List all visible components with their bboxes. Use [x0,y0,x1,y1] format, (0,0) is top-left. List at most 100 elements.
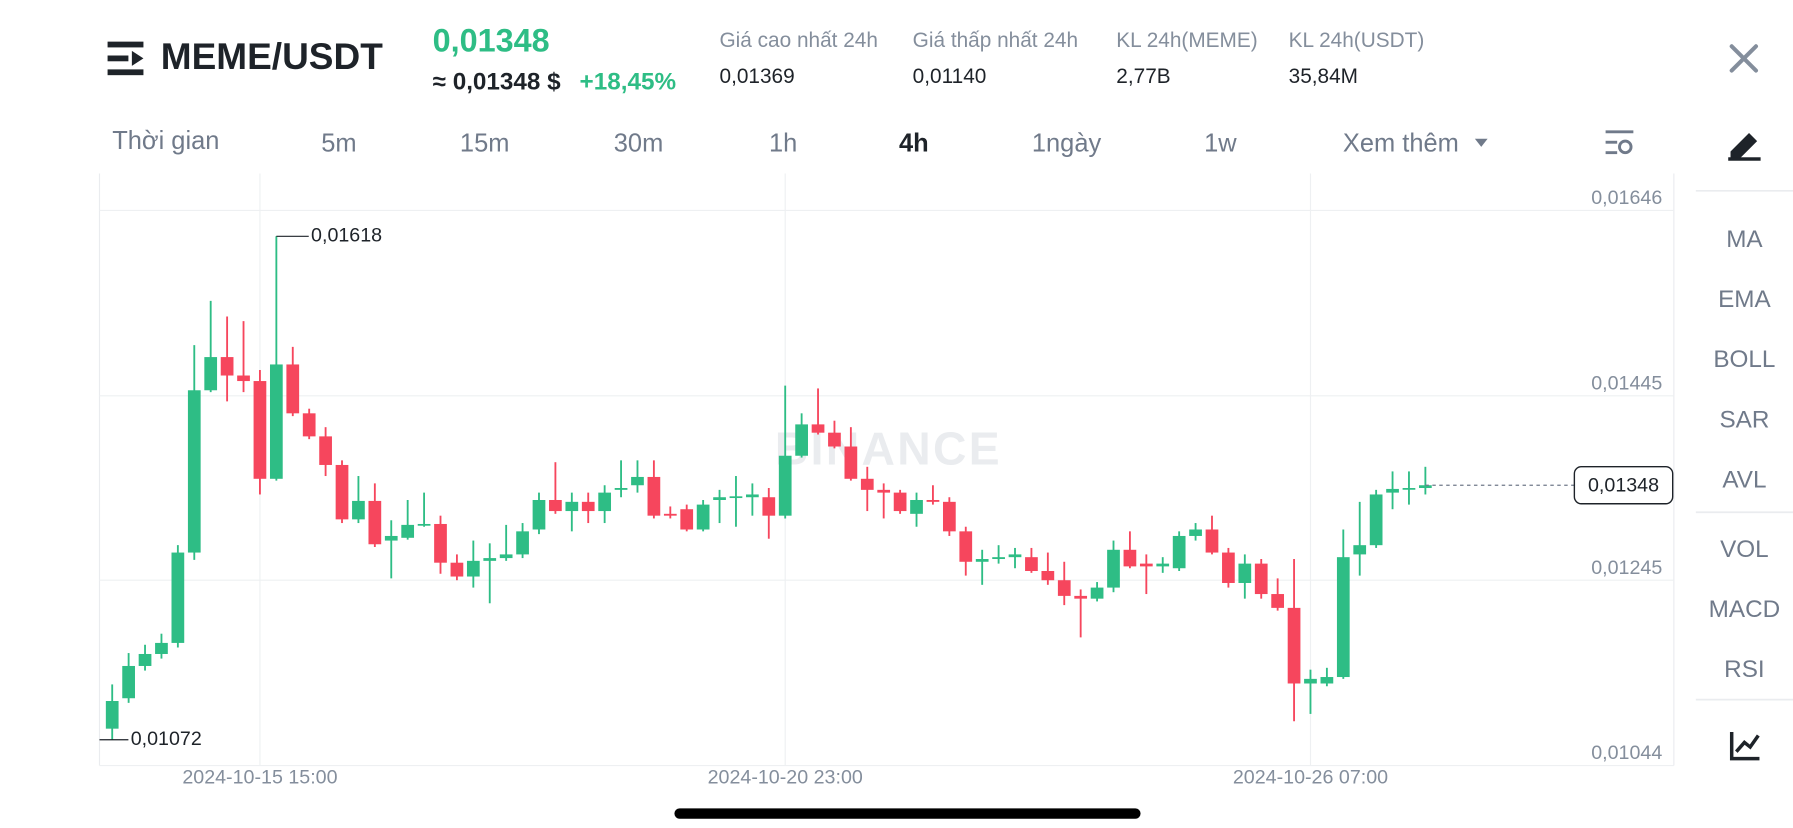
candle-body [746,494,759,498]
stat-label: KL 24h(USDT) [1289,29,1425,52]
timeframe-tab[interactable]: 1h [769,129,797,157]
time-label: Thời gian [112,127,219,155]
stat-value: 2,77B [1116,65,1170,88]
candle-body [155,642,168,654]
indicator-button[interactable]: RSI [1724,656,1764,683]
candle-body [319,436,332,465]
close-icon[interactable] [1729,44,1759,73]
candle-body [1386,488,1399,493]
candle-body [877,489,891,493]
timeframe-tab[interactable]: 1ngày [1032,129,1102,157]
more-caret[interactable] [1474,138,1488,147]
candle-body [1238,563,1252,583]
candle-body [253,381,267,479]
candle-body [1074,595,1088,599]
stat-value: 0,01140 [913,65,987,88]
x-tick-label: 2024-10-20 23:00 [708,766,863,788]
candle-body [384,535,398,541]
pencil [1730,132,1758,160]
candle-body [1107,549,1120,588]
candle-body [286,364,300,414]
candle-body [1369,494,1383,546]
candle-body [811,424,825,433]
candle-body [1353,545,1367,555]
candle-body [942,501,956,532]
candle-body [910,499,923,514]
candle-body [713,497,726,500]
annotation-label: 0,01618 [311,224,382,246]
candle-body [1008,554,1022,558]
timeframe-tab[interactable]: 4h [899,129,929,157]
candle-body [680,509,694,530]
candle-body [122,665,135,699]
draw-icon[interactable] [1728,132,1761,161]
home-indicator [674,808,1141,819]
approx-price: ≈ 0,01348 $ [433,69,562,96]
candle-body [1172,535,1186,569]
candle-body [1336,557,1350,678]
candle-body [401,524,415,538]
last-price-box [1573,466,1674,505]
timeframe-tab[interactable]: 5m [321,129,356,157]
menu-icon[interactable] [107,41,144,76]
price-change: +18,45% [580,69,676,96]
more-tab[interactable]: Xem thêm [1343,129,1459,157]
candle-body [335,464,349,520]
candle-body [1222,552,1235,583]
candle-body [992,557,1005,560]
settings-gear [1618,139,1633,155]
timeframe-tab[interactable]: 15m [460,129,509,157]
y-tick-label: 0,01044 [1591,742,1662,764]
timeframe-tab[interactable]: 1w [1204,129,1237,157]
timeframe-tabs: Thời gian 5m 15m 30m 1h 4h 1ngày 1w Xem thêm [112,127,1459,157]
stats: Giá cao nhất 24h 0,01369 Giá thấp nhất 24h… [720,29,1425,88]
candle-body [647,476,661,516]
candle-body [1090,587,1104,599]
trend-glyph [1735,734,1760,753]
candle-body [762,497,776,516]
stat-label: KL 24h(MEME) [1116,29,1257,52]
indicator-button[interactable]: AVL [1722,466,1766,493]
candle-body [220,357,234,376]
menu-bar [107,55,129,62]
candle-body [434,523,447,563]
indicator-button[interactable]: BOLL [1713,346,1775,373]
menu-arrow [131,50,144,66]
candle-body [1271,594,1285,608]
candle-body [1123,549,1137,567]
axes-glyph [1729,732,1760,761]
pencil-base [1728,157,1761,161]
candle-body [828,432,841,447]
candle-body [614,488,628,490]
candle-body [860,478,874,490]
x-tick-label: 2024-10-15 15:00 [182,766,337,788]
stat-value: 35,84M [1289,65,1358,88]
watermark: BINANCE [775,422,1002,474]
y-tick-label: 0,01646 [1591,187,1662,209]
candle-body [1320,677,1334,684]
pair-title: MEME/USDT [161,35,383,77]
candle-body [138,653,152,666]
last-price-label: 0,01348 [1588,475,1659,497]
chart-type-icon[interactable] [1729,732,1760,761]
candle-body [926,499,940,502]
indicator-button[interactable]: VOL [1720,536,1769,563]
candle-body [795,424,808,456]
candle-body [1189,529,1202,536]
candle-body [466,560,480,577]
timeframe-tab[interactable]: 30m [614,129,663,157]
y-tick-label: 0,01245 [1591,557,1662,579]
settings-icon[interactable] [1605,130,1634,155]
indicator-button[interactable]: SAR [1719,406,1769,433]
indicator-button[interactable]: EMA [1718,286,1771,313]
candle-body [105,701,119,729]
indicator-button[interactable]: MA [1726,226,1763,253]
candle-body [1057,580,1071,596]
candle-body [1304,678,1317,684]
candle-body [729,496,743,499]
candle-body [1419,485,1432,489]
candle-body [844,446,858,479]
candle-body [975,559,989,562]
indicator-button[interactable]: MACD [1709,596,1780,623]
candle-body [1402,488,1416,490]
